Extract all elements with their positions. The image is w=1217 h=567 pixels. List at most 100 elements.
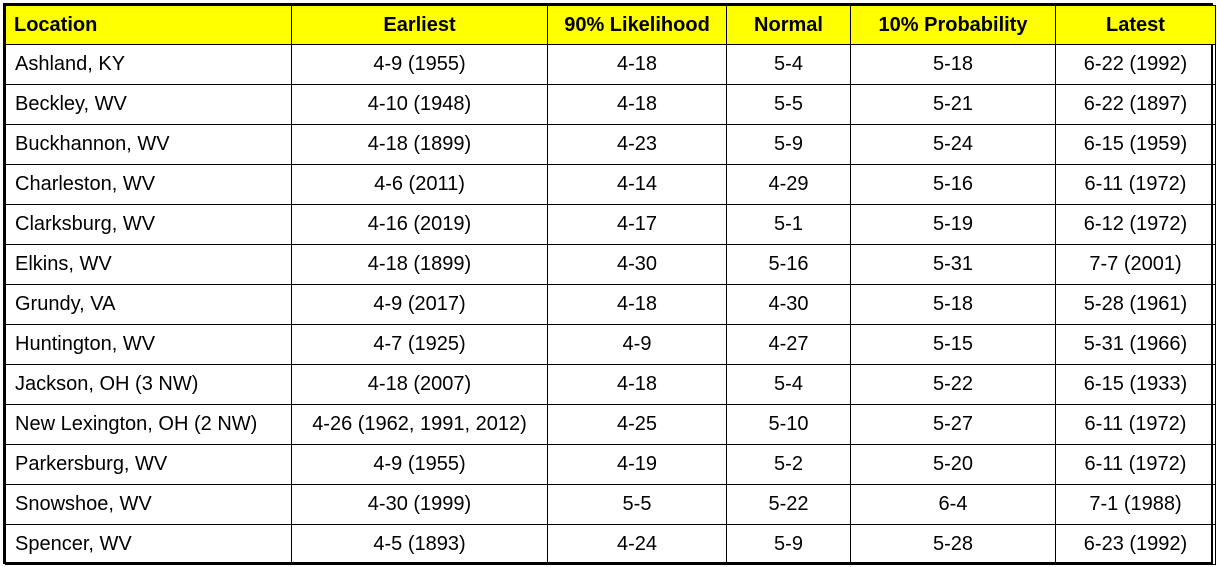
table-row: Grundy, VA 4-9 (2017) 4-18 4-30 5-18 5-28 (19… xyxy=(5,284,1216,325)
header-normal: Normal xyxy=(726,5,851,45)
header-location: Location xyxy=(5,5,292,45)
table-header: Location Earliest 90% Likelihood Normal … xyxy=(5,5,1216,45)
header-earliest: Earliest xyxy=(291,5,548,45)
cell-10-probability: 5-19 xyxy=(850,204,1056,245)
cell-10-probability: 6-4 xyxy=(850,484,1056,525)
cell-latest: 5-28 (1961) xyxy=(1055,284,1216,325)
cell-location: Buckhannon, WV xyxy=(5,124,292,165)
frost-dates-table: Location Earliest 90% Likelihood Normal … xyxy=(5,5,1216,565)
cell-normal: 5-16 xyxy=(726,244,851,285)
table-row: Spencer, WV 4-5 (1893) 4-24 5-9 5-28 6-23 (19… xyxy=(5,524,1216,565)
cell-normal: 5-2 xyxy=(726,444,851,485)
table-row: New Lexington, OH (2 NW) 4-26 (1962, 1991… xyxy=(5,404,1216,445)
cell-latest: 5-31 (1966) xyxy=(1055,324,1216,365)
cell-10-probability: 5-24 xyxy=(850,124,1056,165)
cell-location: Jackson, OH (3 NW) xyxy=(5,364,292,405)
cell-90-likelihood: 5-5 xyxy=(547,484,727,525)
cell-location: Elkins, WV xyxy=(5,244,292,285)
cell-10-probability: 5-21 xyxy=(850,84,1056,125)
cell-earliest: 4-9 (2017) xyxy=(291,284,548,325)
cell-location: Charleston, WV xyxy=(5,164,292,205)
cell-10-probability: 5-28 xyxy=(850,524,1056,565)
cell-10-probability: 5-27 xyxy=(850,404,1056,445)
frost-dates-table-frame: Location Earliest 90% Likelihood Normal … xyxy=(3,3,1216,565)
cell-normal: 5-10 xyxy=(726,404,851,445)
cell-latest: 6-11 (1972) xyxy=(1055,164,1216,205)
cell-location: Beckley, WV xyxy=(5,84,292,125)
cell-normal: 5-4 xyxy=(726,44,851,85)
header-10-probability: 10% Probability xyxy=(850,5,1056,45)
table-row: Huntington, WV 4-7 (1925) 4-9 4-27 5-15 5-31 … xyxy=(5,324,1216,365)
cell-location: Huntington, WV xyxy=(5,324,292,365)
cell-latest: 6-11 (1972) xyxy=(1055,444,1216,485)
table-row: Buckhannon, WV 4-18 (1899) 4-23 5-9 5-24 6-15… xyxy=(5,124,1216,165)
cell-10-probability: 5-20 xyxy=(850,444,1056,485)
cell-latest: 6-15 (1933) xyxy=(1055,364,1216,405)
cell-latest: 6-12 (1972) xyxy=(1055,204,1216,245)
cell-earliest: 4-18 (1899) xyxy=(291,244,548,285)
cell-90-likelihood: 4-18 xyxy=(547,44,727,85)
cell-earliest: 4-6 (2011) xyxy=(291,164,548,205)
cell-latest: 6-11 (1972) xyxy=(1055,404,1216,445)
cell-latest: 6-22 (1897) xyxy=(1055,84,1216,125)
cell-location: Grundy, VA xyxy=(5,284,292,325)
cell-normal: 5-22 xyxy=(726,484,851,525)
table-row: Jackson, OH (3 NW) 4-18 (2007) 4-18 5-4 5-22… xyxy=(5,364,1216,405)
table-row: Parkersburg, WV 4-9 (1955) 4-19 5-2 5-20 6-11… xyxy=(5,444,1216,485)
cell-latest: 6-15 (1959) xyxy=(1055,124,1216,165)
cell-earliest: 4-9 (1955) xyxy=(291,444,548,485)
table-row: Ashland, KY 4-9 (1955) 4-18 5-4 5-18 6-22 (19… xyxy=(5,44,1216,85)
cell-90-likelihood: 4-14 xyxy=(547,164,727,205)
cell-earliest: 4-18 (2007) xyxy=(291,364,548,405)
cell-90-likelihood: 4-18 xyxy=(547,284,727,325)
cell-earliest: 4-9 (1955) xyxy=(291,44,548,85)
cell-earliest: 4-5 (1893) xyxy=(291,524,548,565)
cell-normal: 5-5 xyxy=(726,84,851,125)
header-row: Location Earliest 90% Likelihood Normal … xyxy=(5,5,1216,45)
cell-10-probability: 5-18 xyxy=(850,44,1056,85)
table-body: Ashland, KY 4-9 (1955) 4-18 5-4 5-18 6-22 (19… xyxy=(5,44,1216,565)
header-latest: Latest xyxy=(1055,5,1216,45)
cell-90-likelihood: 4-17 xyxy=(547,204,727,245)
cell-90-likelihood: 4-30 xyxy=(547,244,727,285)
table-row: Elkins, WV 4-18 (1899) 4-30 5-16 5-31 7-7 (20… xyxy=(5,244,1216,285)
cell-latest: 6-23 (1992) xyxy=(1055,524,1216,565)
cell-location: New Lexington, OH (2 NW) xyxy=(5,404,292,445)
cell-normal: 5-9 xyxy=(726,124,851,165)
cell-10-probability: 5-15 xyxy=(850,324,1056,365)
cell-normal: 5-1 xyxy=(726,204,851,245)
cell-earliest: 4-16 (2019) xyxy=(291,204,548,245)
table-row: Beckley, WV 4-10 (1948) 4-18 5-5 5-21 6-22 (1… xyxy=(5,84,1216,125)
cell-10-probability: 5-31 xyxy=(850,244,1056,285)
cell-10-probability: 5-16 xyxy=(850,164,1056,205)
cell-latest: 7-1 (1988) xyxy=(1055,484,1216,525)
cell-90-likelihood: 4-19 xyxy=(547,444,727,485)
cell-earliest: 4-26 (1962, 1991, 2012) xyxy=(291,404,548,445)
cell-90-likelihood: 4-23 xyxy=(547,124,727,165)
cell-normal: 4-27 xyxy=(726,324,851,365)
cell-latest: 6-22 (1992) xyxy=(1055,44,1216,85)
cell-90-likelihood: 4-25 xyxy=(547,404,727,445)
cell-location: Parkersburg, WV xyxy=(5,444,292,485)
cell-location: Spencer, WV xyxy=(5,524,292,565)
cell-normal: 4-29 xyxy=(726,164,851,205)
cell-90-likelihood: 4-18 xyxy=(547,84,727,125)
cell-location: Clarksburg, WV xyxy=(5,204,292,245)
cell-90-likelihood: 4-24 xyxy=(547,524,727,565)
cell-90-likelihood: 4-9 xyxy=(547,324,727,365)
table-row: Snowshoe, WV 4-30 (1999) 5-5 5-22 6-4 7-1 (19… xyxy=(5,484,1216,525)
cell-normal: 4-30 xyxy=(726,284,851,325)
cell-10-probability: 5-22 xyxy=(850,364,1056,405)
table-row: Charleston, WV 4-6 (2011) 4-14 4-29 5-16 6-11… xyxy=(5,164,1216,205)
cell-location: Ashland, KY xyxy=(5,44,292,85)
cell-normal: 5-4 xyxy=(726,364,851,405)
header-90-likelihood: 90% Likelihood xyxy=(547,5,727,45)
table-row: Clarksburg, WV 4-16 (2019) 4-17 5-1 5-19 6-12… xyxy=(5,204,1216,245)
cell-earliest: 4-30 (1999) xyxy=(291,484,548,525)
cell-earliest: 4-7 (1925) xyxy=(291,324,548,365)
cell-90-likelihood: 4-18 xyxy=(547,364,727,405)
cell-earliest: 4-10 (1948) xyxy=(291,84,548,125)
cell-location: Snowshoe, WV xyxy=(5,484,292,525)
cell-10-probability: 5-18 xyxy=(850,284,1056,325)
cell-normal: 5-9 xyxy=(726,524,851,565)
